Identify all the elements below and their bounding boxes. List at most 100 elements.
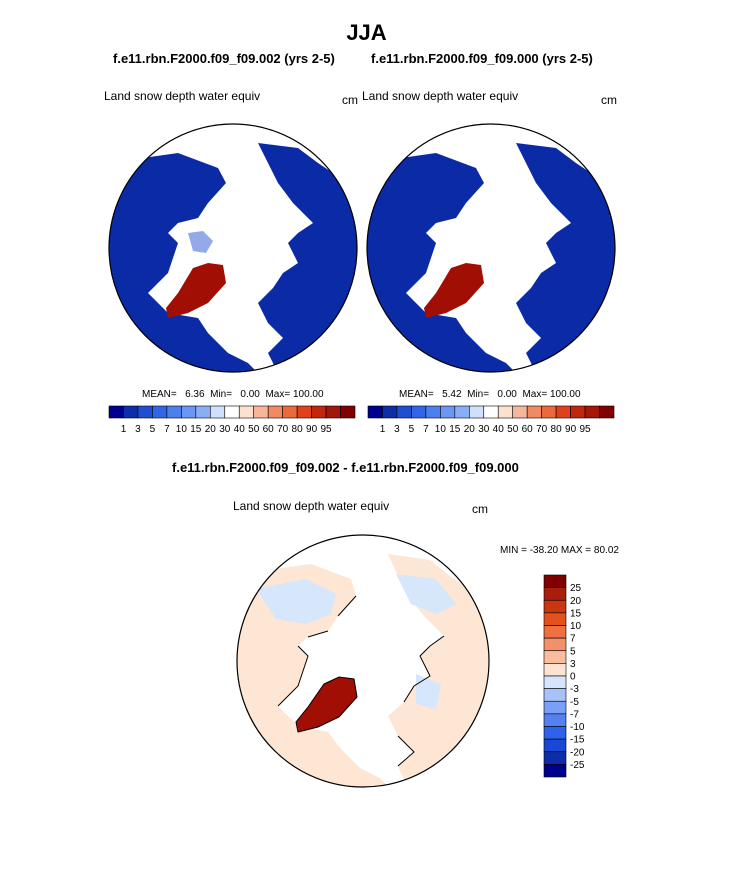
colorbar-swatch (584, 405, 600, 419)
colorbar-swatch (108, 405, 124, 419)
colorbar-swatch (512, 405, 528, 419)
colorbar-swatch (224, 405, 240, 419)
panel2-stats: MEAN= 5.42 Min= 0.00 Max= 100.00 (399, 389, 581, 400)
colorbar-swatch (570, 405, 586, 419)
mean-value: 5.42 (442, 389, 462, 400)
colorbar-swatch (195, 405, 211, 419)
colorbar-swatch (382, 405, 398, 419)
colorbar-tick-label: 40 (493, 424, 505, 435)
colorbar-tick-label: 1 (121, 424, 127, 435)
colorbar-swatch (137, 405, 153, 419)
ice-cap (188, 231, 213, 253)
greenland-snow-high (166, 263, 226, 318)
colorbar-tick-label: 7 (570, 634, 576, 645)
max-label: Max= (522, 389, 548, 400)
colorbar-swatch (282, 405, 298, 419)
colorbar-tick-label: -7 (570, 709, 579, 720)
panel2-polar-map (366, 123, 616, 373)
colorbar-tick-label: 20 (205, 424, 217, 435)
colorbar-tick-label: 5 (150, 424, 156, 435)
max-value: 100.00 (549, 389, 581, 400)
colorbar-tick-label: -5 (570, 697, 579, 708)
colorbar-swatch (454, 405, 470, 419)
colorbar-tick-label: 80 (292, 424, 304, 435)
diff-land-negative (256, 579, 336, 624)
colorbar-swatch (526, 405, 542, 419)
land-snow-low (516, 143, 615, 372)
panel1-case-title: f.e11.rbn.F2000.f09_f09.002 (yrs 2-5) (113, 51, 335, 66)
colorbar-tick-label: 25 (570, 583, 582, 594)
page-title: JJA (346, 20, 387, 45)
colorbar-tick-label: 70 (536, 424, 548, 435)
colorbar-swatch (267, 405, 283, 419)
colorbar-swatch (543, 751, 567, 765)
colorbar-swatch (296, 405, 312, 419)
colorbar-swatch (543, 650, 567, 664)
colorbar-tick-label: -3 (570, 684, 579, 695)
diff-minmax: MIN = -38.20 MAX = 80.02 (500, 545, 619, 556)
diff-variable-label: Land snow depth water equiv (233, 499, 390, 513)
mean-label: MEAN= (399, 389, 434, 400)
colorbar-tick-label: 10 (570, 621, 582, 632)
colorbar-tick-label: 7 (423, 424, 429, 435)
colorbar-swatch (311, 405, 327, 419)
colorbar-swatch (396, 405, 412, 419)
colorbar-tick-label: 3 (394, 424, 400, 435)
colorbar-swatch (483, 405, 499, 419)
colorbar-tick-label: 95 (320, 424, 332, 435)
panel2-case-title: f.e11.rbn.F2000.f09_f09.000 (yrs 2-5) (371, 51, 593, 66)
panel1-stats: MEAN= 6.36 Min= 0.00 Max= 100.00 (142, 389, 324, 400)
colorbar-swatch (543, 700, 567, 715)
min-value: 0.00 (240, 389, 260, 400)
colorbar-swatch (253, 405, 269, 419)
colorbar-swatch (543, 726, 567, 740)
diff-polar-map (236, 534, 490, 788)
colorbar-swatch (543, 675, 567, 689)
colorbar-tick-label: 20 (570, 596, 582, 607)
colorbar-swatch (468, 405, 485, 419)
colorbar-swatch (123, 405, 139, 419)
colorbar-swatch (543, 688, 567, 702)
diff-land-positive (388, 554, 489, 787)
max-value: 100.00 (292, 389, 324, 400)
min-value: 0.00 (497, 389, 517, 400)
diff-land-negative (416, 674, 441, 709)
colorbar-tick-label: 20 (464, 424, 476, 435)
colorbar-swatch (543, 625, 567, 639)
colorbar-tick-label: 7 (164, 424, 170, 435)
panel2-units-label: cm (601, 93, 617, 107)
colorbar-tick-label: 30 (219, 424, 231, 435)
colorbar-swatch (543, 637, 567, 652)
diff-units-label: cm (472, 502, 488, 516)
colorbar-tick-label: 50 (248, 424, 260, 435)
colorbar-swatch (599, 405, 615, 419)
colorbar-swatch (543, 574, 567, 588)
colorbar-tick-label: 60 (263, 424, 275, 435)
colorbar-swatch (238, 405, 255, 419)
colorbar-tick-label: 80 (551, 424, 563, 435)
colorbar-swatch (152, 405, 168, 419)
colorbar-tick-label: 1 (380, 424, 386, 435)
colorbar-swatch (440, 405, 456, 419)
colorbar-tick-label: 90 (565, 424, 577, 435)
colorbar-swatch (541, 405, 557, 419)
colorbar-tick-label: 5 (409, 424, 415, 435)
colorbar-swatch (543, 764, 567, 778)
panel1-colorbar: 1 3 5 7 10 15 20 30 40 50 60 70 80 90 95 (108, 405, 356, 435)
diff-title: f.e11.rbn.F2000.f09_f09.002 - f.e11.rbn.… (172, 460, 519, 475)
colorbar-tick-label: 3 (135, 424, 141, 435)
colorbar-swatch (367, 405, 383, 419)
colorbar-swatch (425, 405, 441, 419)
colorbar-swatch (166, 405, 182, 419)
mean-value: 6.36 (185, 389, 205, 400)
colorbar-tick-label: 3 (570, 659, 576, 670)
land-snow-low (367, 153, 516, 372)
panel1-variable-label: Land snow depth water equiv (104, 89, 261, 103)
colorbar-swatch (543, 599, 567, 614)
colorbar-tick-label: 95 (579, 424, 591, 435)
min-label: Min= (467, 389, 490, 400)
colorbar-tick-label: -20 (570, 747, 585, 758)
colorbar-swatch (411, 405, 427, 419)
colorbar-tick-label: 10 (176, 424, 188, 435)
panel2-variable-label: Land snow depth water equiv (362, 89, 519, 103)
